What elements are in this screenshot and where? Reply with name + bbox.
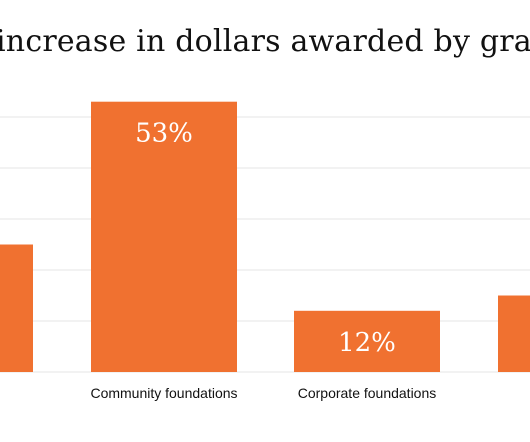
category-label: Community foundations — [90, 385, 237, 401]
bar — [498, 295, 530, 372]
bar — [0, 244, 33, 372]
data-label: 12% — [338, 328, 396, 358]
data-label: 53% — [135, 119, 193, 149]
chart-title: increase in dollars awarded by grantma — [0, 24, 530, 59]
bar — [294, 310, 440, 372]
category-label: Corporate foundations — [298, 385, 437, 401]
bar — [91, 101, 237, 372]
